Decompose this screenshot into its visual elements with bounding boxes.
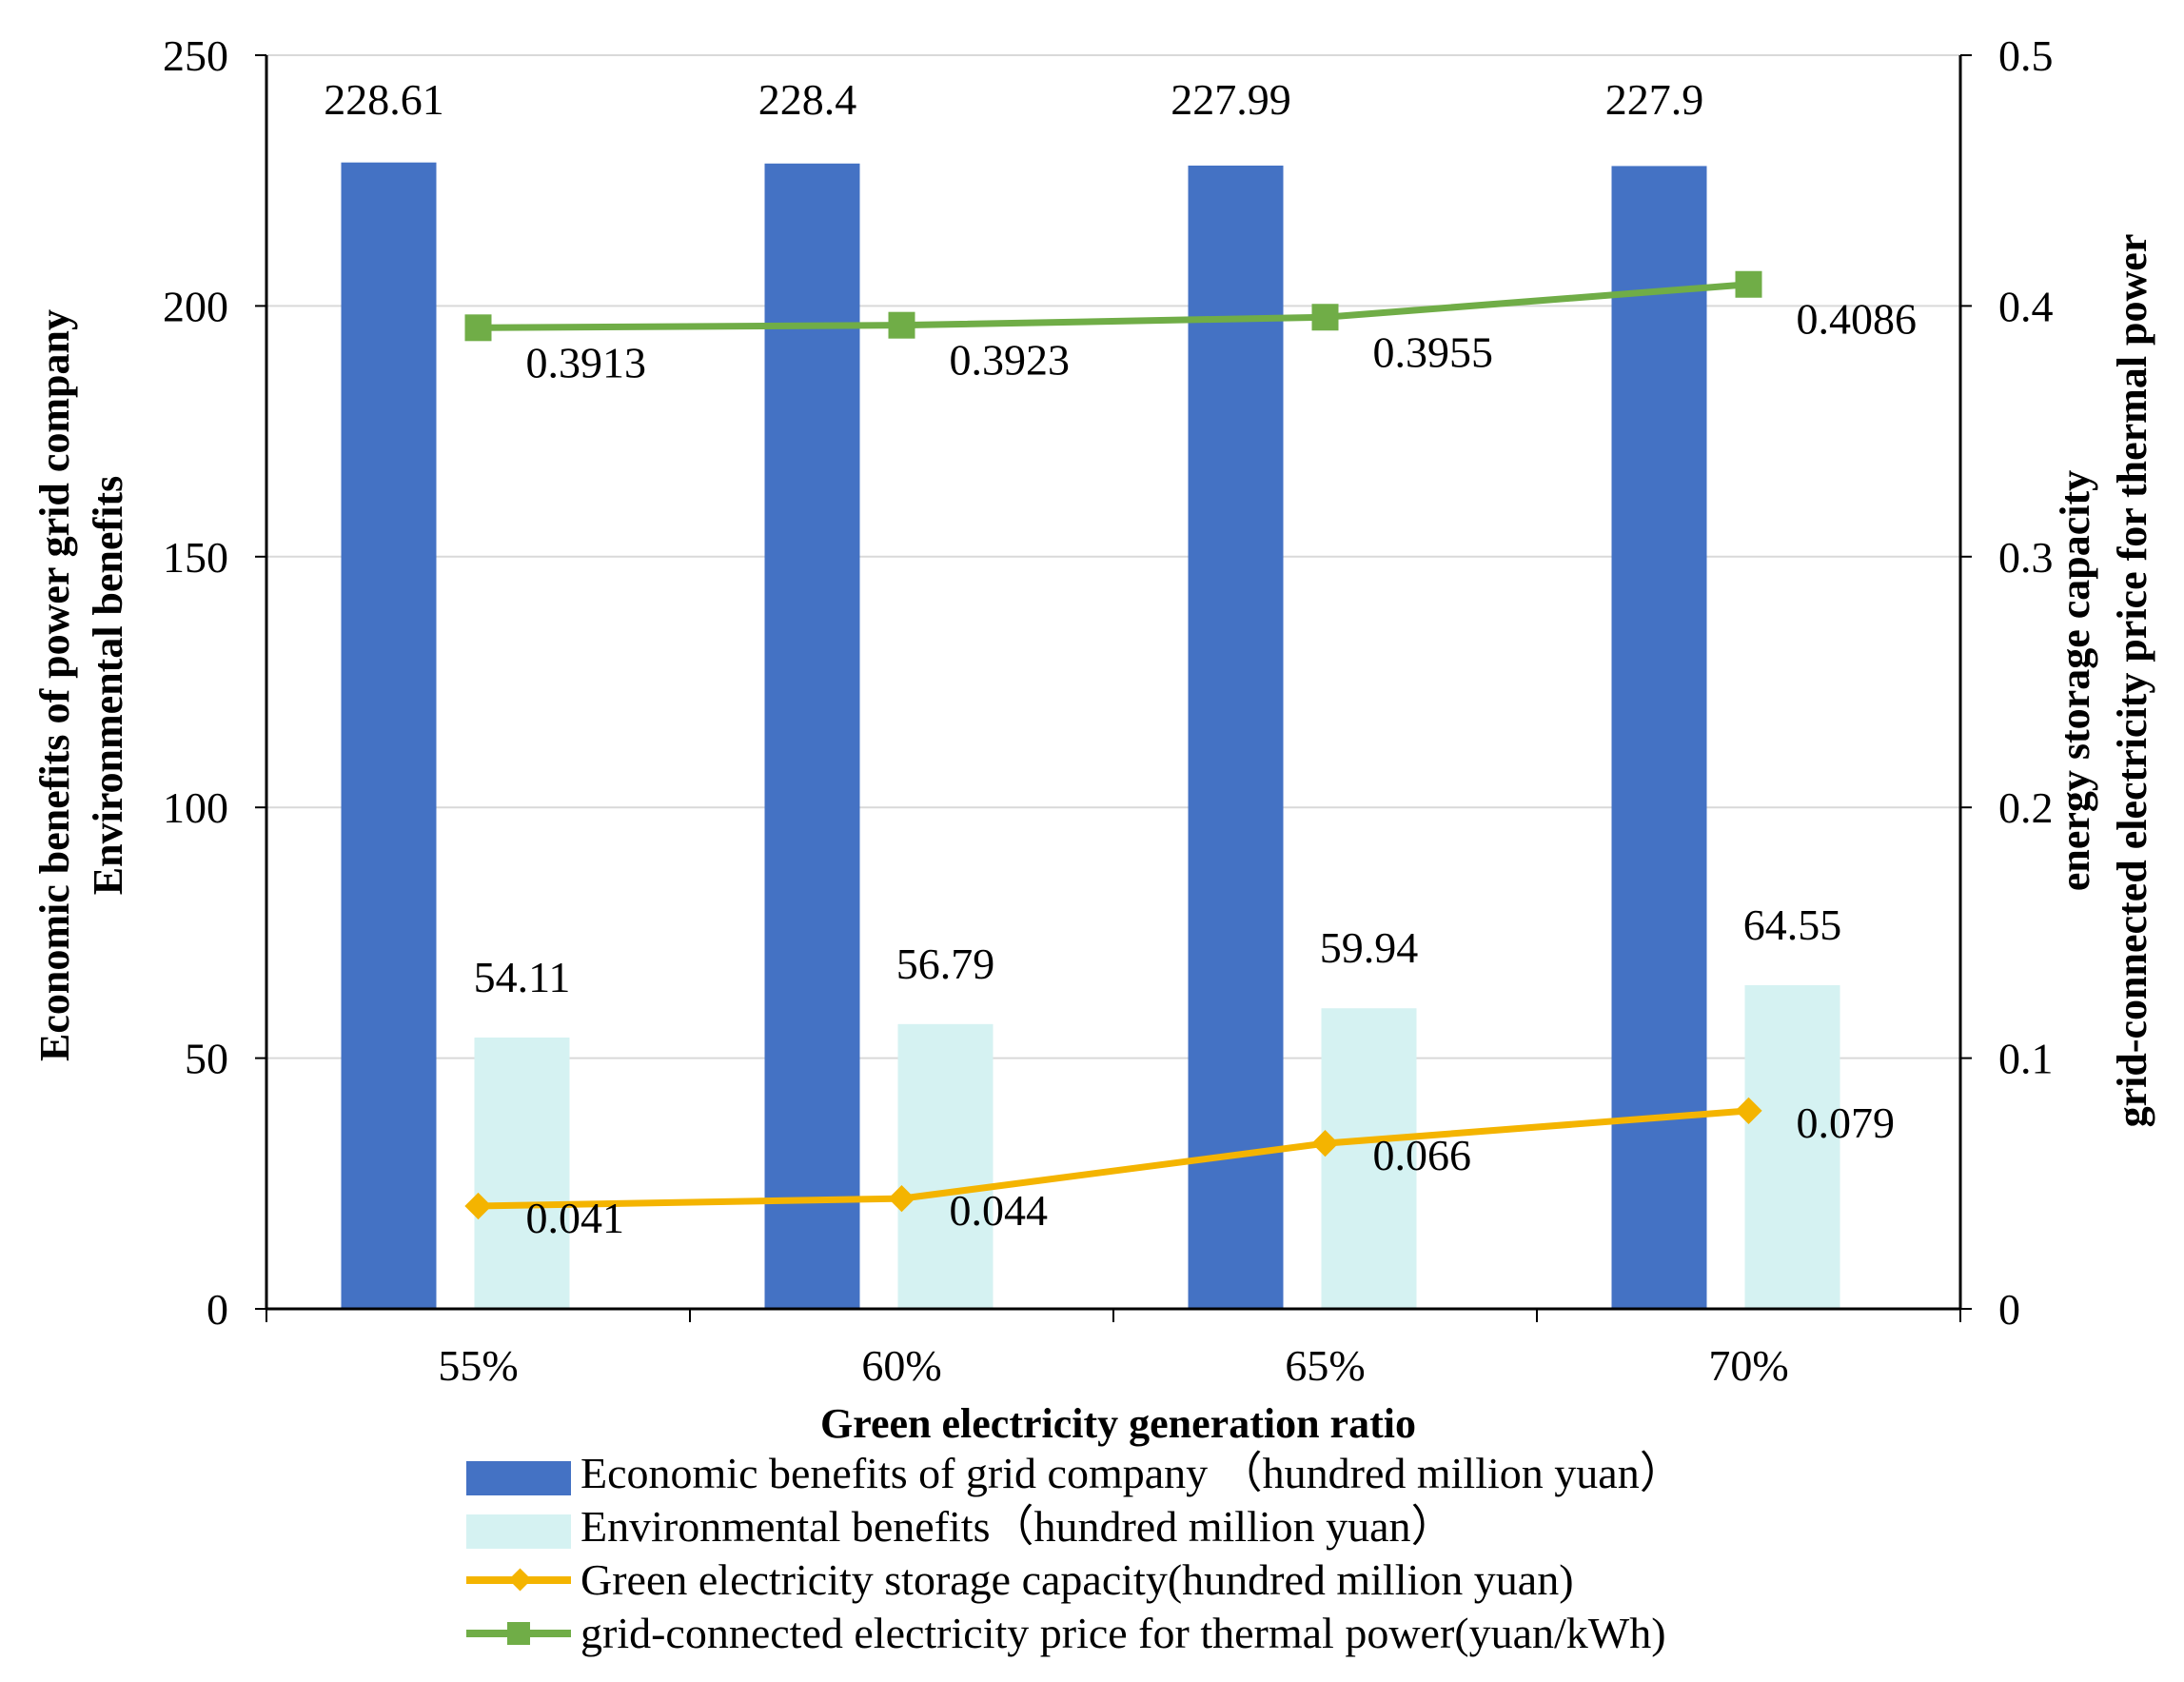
legend-item-environmental: Environmental benefits（hundred million y…	[466, 1500, 1683, 1553]
bar	[1611, 166, 1707, 1309]
bar	[897, 1023, 994, 1309]
y-right-tick-label: 0.4	[1998, 282, 2054, 330]
legend-item-price: grid-connected electricity price for the…	[466, 1607, 1683, 1660]
legend-swatch-economic	[466, 1461, 571, 1495]
line-data-label: 0.066	[1373, 1131, 1472, 1179]
bar	[1188, 165, 1284, 1309]
line-point	[1735, 1097, 1762, 1125]
x-axis-title: Green electricity generation ratio	[820, 1400, 1416, 1447]
line-point	[1735, 270, 1762, 298]
line-data-label: 0.3955	[1373, 327, 1494, 376]
line-point	[888, 311, 915, 339]
y-left-tick-label: 100	[163, 783, 228, 832]
lines	[464, 270, 1762, 1220]
bar	[1744, 984, 1840, 1309]
y-axis-right-title-2: grid-connected electricity price for the…	[2109, 234, 2155, 1128]
bar-data-label: 228.61	[324, 75, 444, 124]
y-left-tick-label: 250	[163, 31, 228, 80]
legend-swatch-storage	[466, 1553, 571, 1607]
legend-label-storage: Green electricity storage capacity(hundr…	[580, 1555, 1574, 1604]
line-point	[888, 1184, 915, 1213]
legend-label-economic: Economic benefits of grid company （hundr…	[580, 1449, 1683, 1497]
line-data-label: 0.4086	[1797, 295, 1918, 344]
bars	[341, 162, 1840, 1310]
bar-data-label: 56.79	[896, 940, 995, 988]
line-data-label: 0.044	[950, 1186, 1049, 1235]
bar	[474, 1037, 570, 1309]
line-data-label: 0.079	[1797, 1098, 1896, 1147]
line-data-label: 0.3923	[950, 336, 1071, 385]
x-tick-label: 70%	[1708, 1341, 1788, 1390]
y-right-tick-label: 0.3	[1998, 533, 2054, 582]
y-axis-right-title-1: energy storage capacity	[2052, 470, 2098, 891]
axes: 0 50 100 150 200 250 0 0.1 0.2 0.3 0.4 0.5 55% 60% 65%…	[163, 31, 2054, 1390]
y-right-tick-label: 0.5	[1998, 31, 2054, 80]
bar-data-label: 227.99	[1171, 75, 1291, 124]
legend-item-economic: Economic benefits of grid company （hundr…	[466, 1447, 1683, 1500]
x-tick-label: 60%	[861, 1341, 941, 1390]
legend-label-environmental: Environmental benefits（hundred million y…	[580, 1502, 1455, 1551]
y-right-tick-label: 0.1	[1998, 1035, 2054, 1083]
x-tick-label: 65%	[1285, 1341, 1365, 1390]
line-data-label: 0.3913	[526, 338, 647, 386]
bar	[341, 162, 437, 1310]
bar	[764, 163, 860, 1309]
series-line	[478, 1107, 1749, 1210]
y-left-tick-label: 200	[163, 282, 228, 330]
line-point	[1311, 304, 1339, 331]
y-left-tick-label: 150	[163, 533, 228, 582]
bar-data-label: 227.9	[1605, 75, 1704, 124]
data-labels: 228.61 228.4 227.99 227.9 54.11 56.79 59.94 64.…	[324, 75, 1917, 1242]
legend-swatch-price	[466, 1607, 571, 1660]
legend-label-price: grid-connected electricity price for the…	[580, 1609, 1666, 1657]
legend: Economic benefits of grid company （hundr…	[466, 1447, 1683, 1660]
bar	[1321, 1008, 1417, 1309]
y-left-tick-label: 50	[185, 1035, 228, 1083]
bar-data-label: 228.4	[758, 75, 857, 124]
y-axis-left-title-2: Environmental benefits	[85, 476, 131, 895]
series-line	[478, 281, 1749, 331]
line-point	[464, 1192, 492, 1220]
y-axis-left-title-1: Economic benefits of power grid company	[31, 309, 78, 1061]
bar-data-label: 59.94	[1320, 923, 1419, 972]
line-data-label: 0.041	[526, 1194, 625, 1242]
line-point	[1311, 1130, 1339, 1158]
y-left-tick-label: 0	[207, 1285, 228, 1334]
legend-item-storage: Green electricity storage capacity(hundr…	[466, 1553, 1683, 1607]
x-tick-label: 55%	[438, 1341, 518, 1390]
bar-data-label: 64.55	[1743, 900, 1842, 949]
bar-data-label: 54.11	[474, 953, 571, 1001]
y-right-tick-label: 0	[1998, 1285, 2020, 1334]
y-right-tick-label: 0.2	[1998, 783, 2054, 832]
legend-swatch-environmental	[466, 1514, 571, 1549]
line-point	[464, 314, 492, 342]
